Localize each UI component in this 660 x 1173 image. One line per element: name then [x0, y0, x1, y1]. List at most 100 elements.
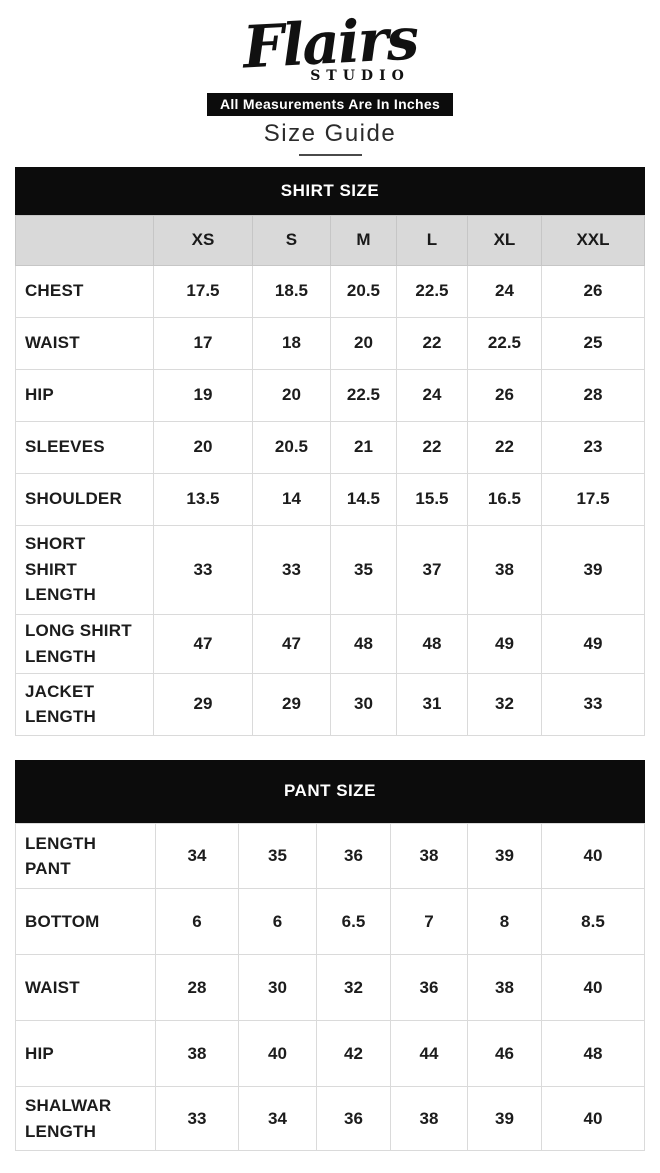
table-row: JACKET LENGTH 29 29 30 31 32 33	[14, 672, 646, 736]
size-column-header: XL	[466, 214, 542, 266]
row-label: LONG SHIRT LENGTH	[14, 613, 154, 674]
measurement-value: 36	[389, 954, 468, 1021]
measurement-value: 38	[154, 1020, 239, 1087]
table-row: LENGTH PANT 34 35 36 38 39 40	[14, 823, 646, 889]
measurement-value: 40	[540, 823, 646, 889]
measurement-value: 49	[466, 613, 542, 674]
measurement-value: 35	[329, 524, 397, 615]
pant-table-title-row: PANT SIZE	[15, 759, 645, 824]
page-title: Size Guide	[263, 120, 397, 147]
measurement-value: 35	[237, 823, 317, 889]
measurement-value: 32	[315, 954, 391, 1021]
measurement-value: 40	[237, 1020, 317, 1087]
measurement-value: 22	[395, 420, 468, 474]
measurement-value: 46	[466, 1020, 542, 1087]
measurement-value: 20	[251, 368, 331, 422]
size-column-header: XXL	[540, 214, 646, 266]
measurement-value: 38	[466, 954, 542, 1021]
measurement-value: 33	[154, 1086, 239, 1151]
measurement-value: 23	[540, 420, 646, 474]
measurement-value: 28	[540, 368, 646, 422]
measurement-value: 17.5	[540, 472, 646, 526]
measurement-value: 29	[251, 672, 331, 736]
measurement-value: 44	[389, 1020, 468, 1087]
shirt-size-header-row: XS S M L XL XXL	[14, 214, 646, 266]
measurement-value: 14.5	[329, 472, 397, 526]
measurement-value: 37	[395, 524, 468, 615]
measurement-value: 6.5	[315, 888, 391, 955]
measurement-value: 8.5	[540, 888, 646, 955]
measurement-value: 8	[466, 888, 542, 955]
measurement-value: 19	[152, 368, 253, 422]
measurement-value: 22	[395, 316, 468, 370]
measurement-value: 17	[152, 316, 253, 370]
measurement-value: 30	[329, 672, 397, 736]
measurement-value: 20	[329, 316, 397, 370]
measurement-value: 34	[237, 1086, 317, 1151]
table-row: SHALWAR LENGTH 33 34 36 38 39 40	[14, 1086, 646, 1151]
shirt-size-table: SHIRT SIZE XS S M L XL XXL CHEST 17.5 18.5 20.5 2…	[14, 167, 646, 736]
row-label: HIP	[14, 368, 154, 422]
table-row: SHOULDER 13.5 14 14.5 15.5 16.5 17.5	[14, 472, 646, 526]
row-label: SHORT SHIRT LENGTH	[14, 524, 154, 615]
measurement-value: 38	[466, 524, 542, 615]
measurement-value: 6	[237, 888, 317, 955]
measurement-value: 7	[389, 888, 468, 955]
measurement-value: 6	[154, 888, 239, 955]
pant-table-title: PANT SIZE	[15, 759, 645, 824]
brand-logo-subtitle: STUDIO	[310, 68, 410, 84]
brand-header: Flairs STUDIO All Measurements Are In In…	[0, 0, 660, 156]
table-row: HIP 38 40 42 44 46 48	[14, 1020, 646, 1087]
measurement-value: 26	[466, 368, 542, 422]
shirt-table-title: SHIRT SIZE	[15, 167, 645, 215]
measurement-value: 20.5	[329, 264, 397, 318]
measurement-value: 40	[540, 954, 646, 1021]
measurement-value: 30	[237, 954, 317, 1021]
measurement-value: 36	[315, 823, 391, 889]
measurement-value: 22	[466, 420, 542, 474]
measurement-value: 17.5	[152, 264, 253, 318]
measurement-value: 22.5	[395, 264, 468, 318]
table-row: CHEST 17.5 18.5 20.5 22.5 24 26	[14, 264, 646, 318]
measurement-value: 18	[251, 316, 331, 370]
table-row: SLEEVES 20 20.5 21 22 22 23	[14, 420, 646, 474]
measurement-value: 40	[540, 1086, 646, 1151]
measurement-value: 25	[540, 316, 646, 370]
size-column-header: S	[251, 214, 331, 266]
table-row: WAIST 17 18 20 22 22.5 25	[14, 316, 646, 370]
row-label: WAIST	[14, 954, 156, 1021]
measurement-value: 13.5	[152, 472, 253, 526]
corner-cell	[14, 214, 154, 266]
row-label: HIP	[14, 1020, 156, 1087]
measurement-value: 39	[466, 823, 542, 889]
table-row: LONG SHIRT LENGTH 47 47 48 48 49 49	[14, 613, 646, 674]
measurement-value: 20	[152, 420, 253, 474]
measurement-value: 20.5	[251, 420, 331, 474]
measurement-value: 48	[540, 1020, 646, 1087]
size-column-header: XS	[152, 214, 253, 266]
measurement-value: 33	[251, 524, 331, 615]
measurement-value: 39	[466, 1086, 542, 1151]
row-label: JACKET LENGTH	[14, 672, 154, 736]
measurement-value: 42	[315, 1020, 391, 1087]
measurement-value: 33	[152, 524, 253, 615]
shirt-table-title-row: SHIRT SIZE	[15, 167, 645, 215]
measurement-value: 47	[152, 613, 253, 674]
brand-logo: Flairs	[241, 4, 419, 82]
measurement-value: 24	[395, 368, 468, 422]
measurement-value: 29	[152, 672, 253, 736]
measurement-value: 48	[395, 613, 468, 674]
measurement-value: 28	[154, 954, 239, 1021]
row-label: SLEEVES	[14, 420, 154, 474]
measurement-value: 16.5	[466, 472, 542, 526]
measurement-value: 36	[315, 1086, 391, 1151]
measurement-value: 47	[251, 613, 331, 674]
measurement-value: 38	[389, 1086, 468, 1151]
measurement-value: 49	[540, 613, 646, 674]
pant-size-table: PANT SIZE LENGTH PANT 34 35 36 38 39 40 BOTTOM 6…	[14, 759, 646, 1151]
measurement-value: 33	[540, 672, 646, 736]
measurement-value: 34	[154, 823, 239, 889]
table-row: WAIST 28 30 32 36 38 40	[14, 954, 646, 1021]
measurement-value: 24	[466, 264, 542, 318]
